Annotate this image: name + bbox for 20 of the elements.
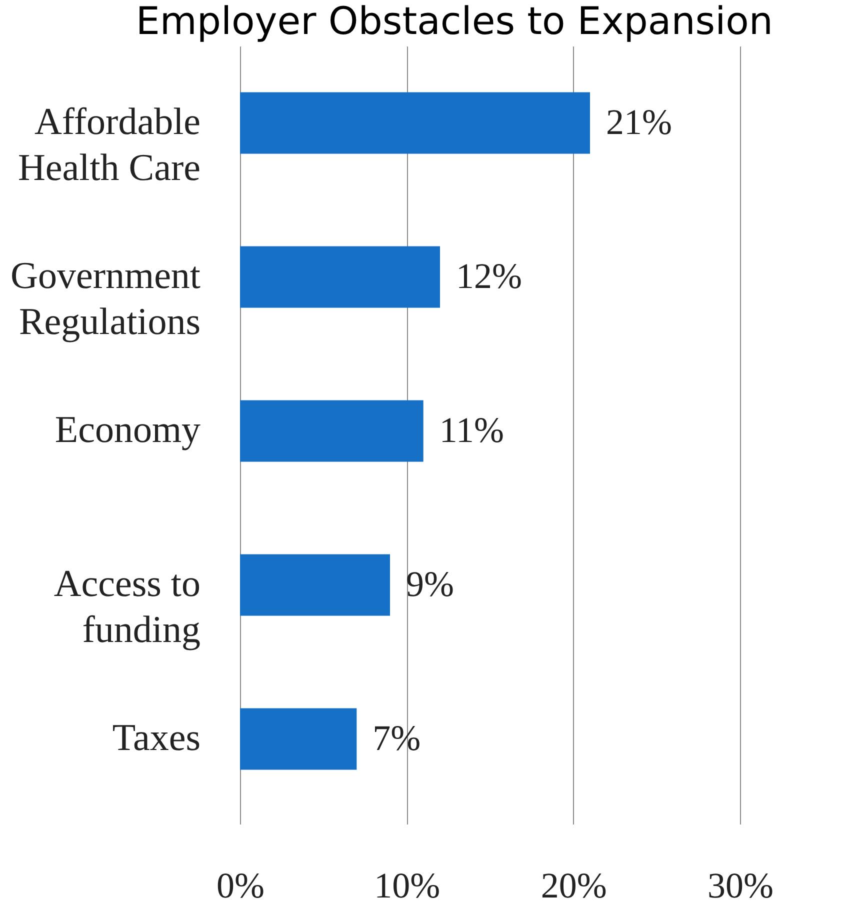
bar (240, 246, 440, 308)
bar (240, 554, 390, 616)
x-tick-label: 20% (540, 866, 607, 906)
data-label: 12% (456, 256, 522, 296)
y-tick-label: Access to funding (54, 563, 200, 651)
data-label: 11% (439, 410, 504, 450)
y-tick-label: Taxes (112, 717, 200, 759)
chart-title: Employer Obstacles to Expansion (136, 0, 773, 43)
y-tick-label: Affordable Health Care (18, 101, 200, 189)
bar (240, 400, 424, 462)
data-label: 21% (606, 102, 672, 142)
data-label: 7% (372, 718, 421, 758)
bar (240, 708, 357, 770)
bar (240, 92, 590, 154)
x-tick-label: 10% (374, 866, 440, 906)
y-tick-label: Economy (54, 409, 200, 451)
x-tick-label: 0% (216, 866, 264, 906)
x-tick-label: 30% (708, 866, 774, 906)
data-label: 9% (406, 564, 454, 604)
y-tick-label: Government Regulations (10, 255, 201, 343)
